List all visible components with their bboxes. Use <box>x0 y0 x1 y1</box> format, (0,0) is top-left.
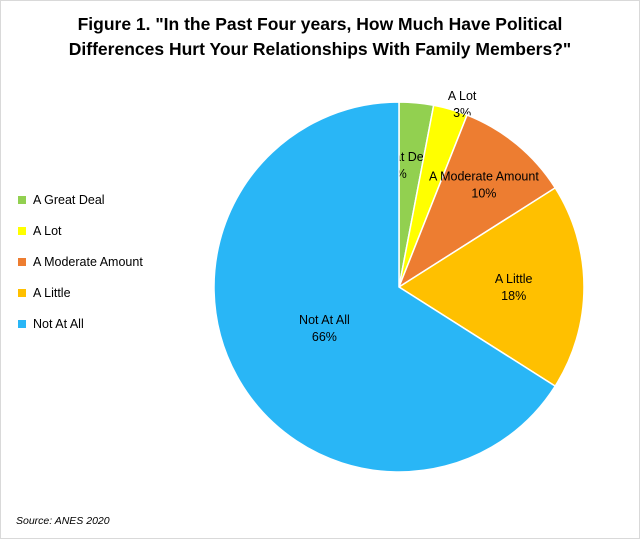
legend-item-not-at-all: Not At All <box>18 314 143 334</box>
legend-swatch-a-little <box>18 289 26 297</box>
legend-label-a-little: A Little <box>33 286 71 300</box>
pie-slice-not-at-all <box>213 101 557 473</box>
data-label-not-at-all: Not At All 66% <box>299 313 350 344</box>
data-label-category: A Moderate Amount <box>429 169 539 183</box>
legend-item-a-great-deal: A Great Deal <box>18 190 143 210</box>
data-label-a-lot: A Lot 3% <box>448 89 477 120</box>
legend-label-a-lot: A Lot <box>33 224 62 238</box>
legend-swatch-a-great-deal <box>18 196 26 204</box>
data-label-percent: 10% <box>471 186 496 200</box>
pie-slice-a-little <box>397 186 585 388</box>
legend-label-not-at-all: Not At All <box>33 317 84 331</box>
legend-swatch-a-moderate-amount <box>18 258 26 266</box>
legend-swatch-a-lot <box>18 227 26 235</box>
pie-slice-a-moderate-amount <box>397 114 557 289</box>
chart-title-line-1: Figure 1. "In the Past Four years, How M… <box>77 14 563 34</box>
data-label-percent: 66% <box>312 330 337 344</box>
legend-item-a-moderate-amount: A Moderate Amount <box>18 252 143 272</box>
data-label-a-moderate-amount: A Moderate Amount 10% <box>429 169 539 200</box>
data-label-a-little: A Little 18% <box>495 272 533 303</box>
data-label-percent: 18% <box>501 289 526 303</box>
source-note: Source: ANES 2020 <box>16 515 110 527</box>
chart-title: Figure 1. "In the Past Four years, How M… <box>0 12 640 62</box>
chart-legend: A Great Deal A Lot A Moderate Amount A L… <box>18 190 143 345</box>
legend-item-a-little: A Little <box>18 283 143 303</box>
data-label-category: A Little <box>495 272 533 286</box>
legend-swatch-not-at-all <box>18 320 26 328</box>
data-label-category: Not At All <box>299 313 350 327</box>
data-label-category: A Lot <box>448 89 477 103</box>
legend-label-a-moderate-amount: A Moderate Amount <box>33 255 143 269</box>
legend-item-a-lot: A Lot <box>18 221 143 241</box>
legend-label-a-great-deal: A Great Deal <box>33 193 105 207</box>
chart-title-line-2: Differences Hurt Your Relationships With… <box>68 39 572 59</box>
